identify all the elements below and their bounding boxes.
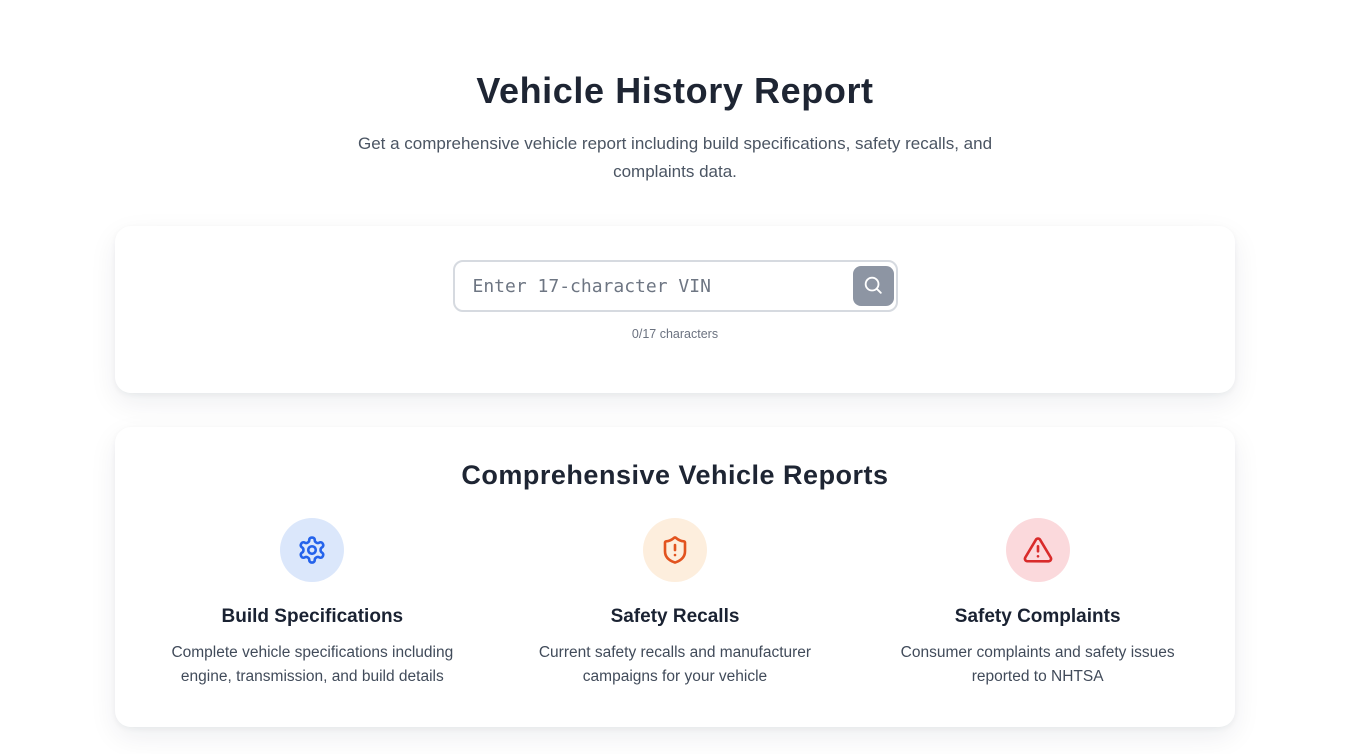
alert-triangle-icon — [1005, 518, 1070, 582]
feature-safety-complaints: Safety Complaints Consumer complaints an… — [856, 518, 1219, 689]
page-subtitle: Get a comprehensive vehicle report inclu… — [357, 134, 993, 181]
vin-input-group — [452, 260, 898, 312]
vin-search-card: 0/17 characters — [115, 226, 1235, 393]
features-card: Comprehensive Vehicle Reports Build Spec… — [115, 427, 1235, 727]
feature-title: Safety Recalls — [610, 606, 740, 627]
feature-description: Complete vehicle specifications includin… — [171, 644, 454, 685]
search-icon — [862, 274, 884, 299]
feature-description: Consumer complaints and safety issues re… — [900, 644, 1175, 685]
feature-description: Current safety recalls and manufacturer … — [538, 644, 812, 685]
feature-build-specifications: Build Specifications Complete vehicle sp… — [131, 518, 494, 689]
shield-alert-icon — [642, 518, 707, 582]
feature-title: Safety Complaints — [954, 606, 1121, 627]
features-heading: Comprehensive Vehicle Reports — [461, 460, 889, 490]
feature-safety-recalls: Safety Recalls Current safety recalls an… — [494, 518, 857, 689]
vin-input[interactable] — [452, 260, 898, 312]
feature-title: Build Specifications — [221, 606, 404, 627]
features-grid: Build Specifications Complete vehicle sp… — [131, 518, 1219, 689]
gear-icon — [280, 518, 345, 582]
hero-section: Vehicle History Report Get a comprehensi… — [0, 0, 1350, 186]
vin-character-counter: 0/17 characters — [631, 327, 719, 341]
page-title: Vehicle History Report — [476, 70, 874, 111]
search-button[interactable] — [852, 266, 894, 306]
